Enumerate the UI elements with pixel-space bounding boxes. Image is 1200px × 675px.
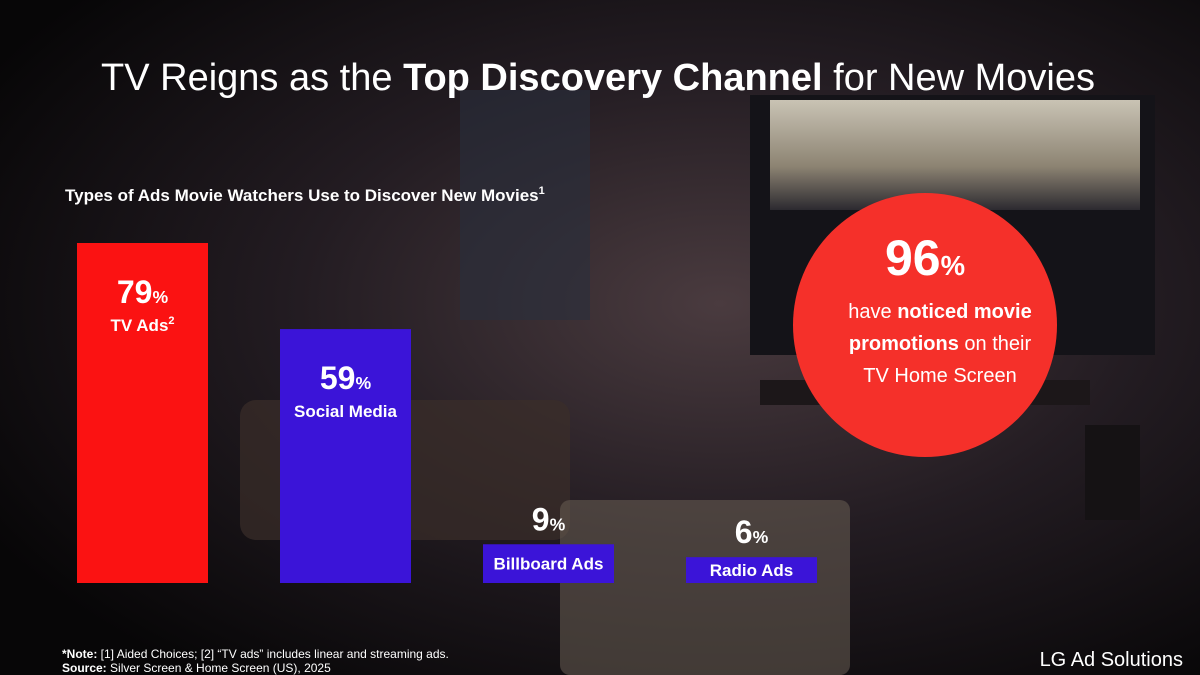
callout-text: TV Home Screen <box>863 365 1016 387</box>
headline: TV Reigns as the Top Discovery Channel f… <box>101 57 1095 99</box>
bar <box>483 544 614 583</box>
category: Radio Ads <box>710 561 793 580</box>
callout-circle <box>793 193 1057 457</box>
callout-text: promotions <box>849 333 959 355</box>
speaker <box>1085 425 1140 520</box>
category-label: Radio Ads <box>710 561 793 580</box>
value-label: 59% <box>320 360 372 396</box>
headline-part: for New Movies <box>823 57 1095 99</box>
category: Billboard Ads <box>494 555 604 574</box>
note-text: [1] Aided Choices; [2] “TV ads” includes… <box>97 647 449 661</box>
bar <box>686 557 817 583</box>
bar <box>77 243 208 583</box>
headline-part: Top Discovery Channel <box>403 57 823 99</box>
callout-stat: 96% <box>885 230 965 286</box>
trunk <box>560 500 850 675</box>
value-label: 6% <box>735 514 769 550</box>
chart-subtitle: Types of Ads Movie Watchers Use to Disco… <box>65 185 545 205</box>
callout-text: noticed movie <box>897 301 1031 323</box>
source-label: Source: <box>62 661 107 675</box>
source: Source: Silver Screen & Home Screen (US)… <box>62 661 331 675</box>
category-label: Billboard Ads <box>494 555 604 574</box>
value-label: 79% <box>117 274 169 310</box>
category-label: Social Media <box>294 402 398 421</box>
window <box>460 90 590 320</box>
tv-screen <box>770 100 1140 210</box>
brand: LG Ad Solutions <box>1040 649 1183 671</box>
callout-text: on their <box>959 333 1032 355</box>
note-label: *Note: <box>62 647 97 661</box>
value-label: 9% <box>532 501 566 537</box>
callout-line: promotions on their <box>849 333 1032 355</box>
bar <box>280 329 411 583</box>
headline-part: TV Reigns as the <box>101 57 403 99</box>
source-text: Silver Screen & Home Screen (US), 2025 <box>107 661 331 675</box>
callout-line: TV Home Screen <box>863 365 1016 387</box>
superscript: 2 <box>168 315 174 327</box>
subtitle: Types of Ads Movie Watchers Use to Disco… <box>65 186 539 205</box>
superscript: 1 <box>539 185 545 197</box>
callout-text: have <box>848 301 897 323</box>
category-label: TV Ads2 <box>110 315 174 335</box>
note: *Note: [1] Aided Choices; [2] “TV ads” i… <box>62 647 449 661</box>
category: TV Ads <box>110 316 168 335</box>
callout-line: have noticed movie <box>848 301 1031 323</box>
category: Social Media <box>294 402 398 421</box>
